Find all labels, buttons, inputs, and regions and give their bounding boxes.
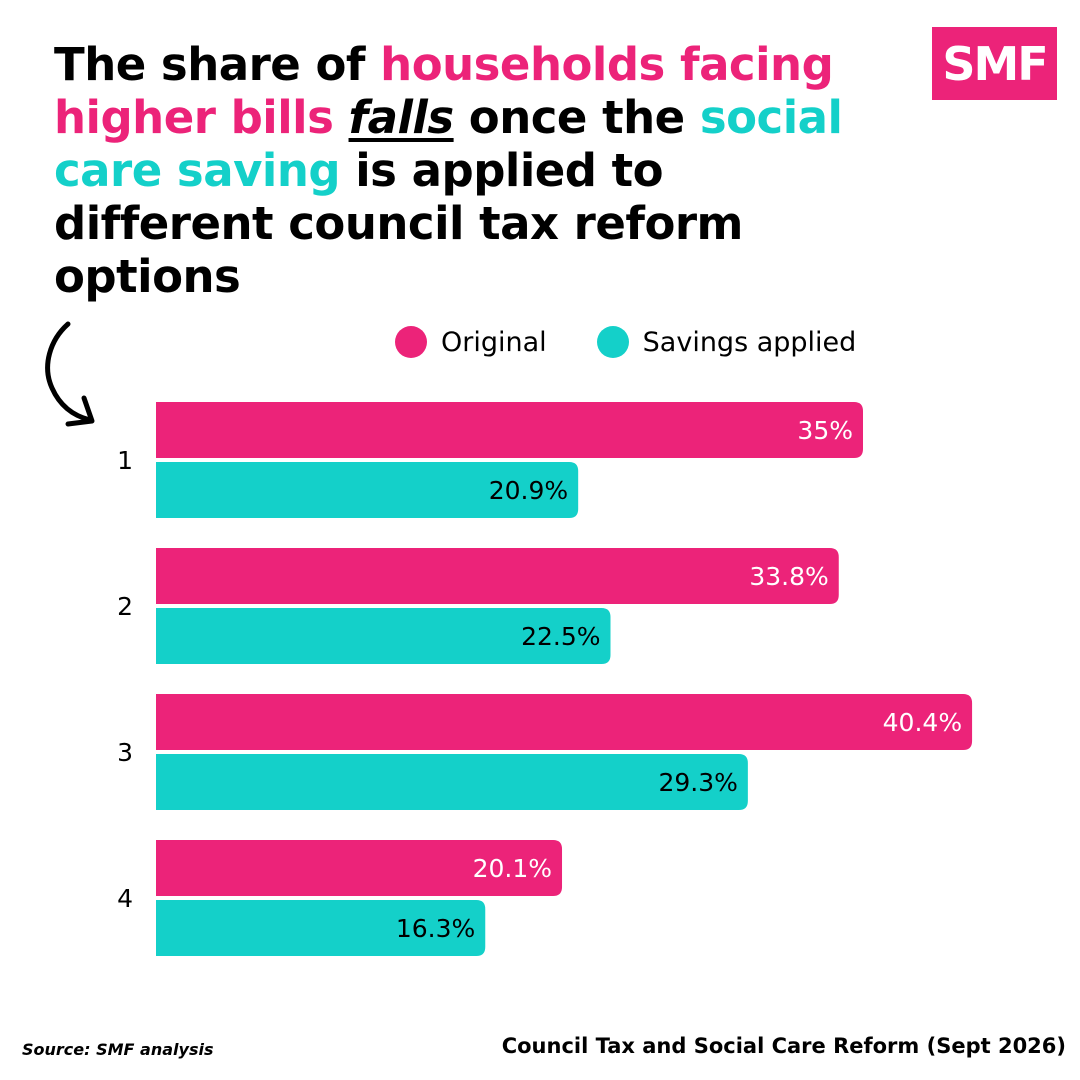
data-label-original: 33.8%: [749, 562, 828, 591]
legend-swatch-savings: [596, 326, 629, 358]
bar-original: [156, 548, 839, 604]
report-title: Council Tax and Social Care Reform (Sept…: [501, 1034, 1066, 1058]
category-label: 1: [117, 446, 133, 475]
data-label-original: 35%: [797, 416, 853, 445]
bar-original: [156, 402, 863, 458]
data-label-savings: 29.3%: [658, 768, 737, 797]
category-label: 4: [117, 884, 133, 913]
category-label: 2: [117, 592, 133, 621]
chart-title: The share of households facing higher bi…: [54, 38, 843, 303]
data-label-savings: 22.5%: [521, 622, 600, 651]
legend-swatch-original: [395, 326, 427, 358]
legend: Original Savings applied: [395, 326, 856, 358]
data-label-savings: 16.3%: [396, 914, 475, 943]
curved-arrow-icon: [45, 321, 95, 427]
legend-item-savings: Savings applied: [596, 326, 857, 358]
data-label-original: 40.4%: [883, 708, 962, 737]
data-label-savings: 20.9%: [489, 476, 568, 505]
legend-label-savings: Savings applied: [642, 326, 857, 358]
category-label: 3: [117, 738, 133, 767]
bar-savings: [156, 900, 486, 956]
bar-original: [156, 694, 973, 750]
bar-savings: [156, 608, 611, 664]
bar-original: [156, 840, 563, 896]
smf-logo: SMF: [932, 27, 1057, 100]
title-highlight-households: households facing higher bills: [54, 38, 834, 144]
bar-savings: [156, 462, 579, 518]
title-highlight-social-care: social care saving: [54, 91, 843, 197]
legend-label-original: Original: [441, 326, 547, 358]
legend-item-original: Original: [395, 326, 547, 358]
data-label-original: 20.1%: [473, 854, 552, 883]
bar-savings: [156, 754, 748, 810]
source-note: Source: SMF analysis: [22, 1040, 214, 1059]
title-emphasis-falls: falls: [348, 91, 455, 144]
